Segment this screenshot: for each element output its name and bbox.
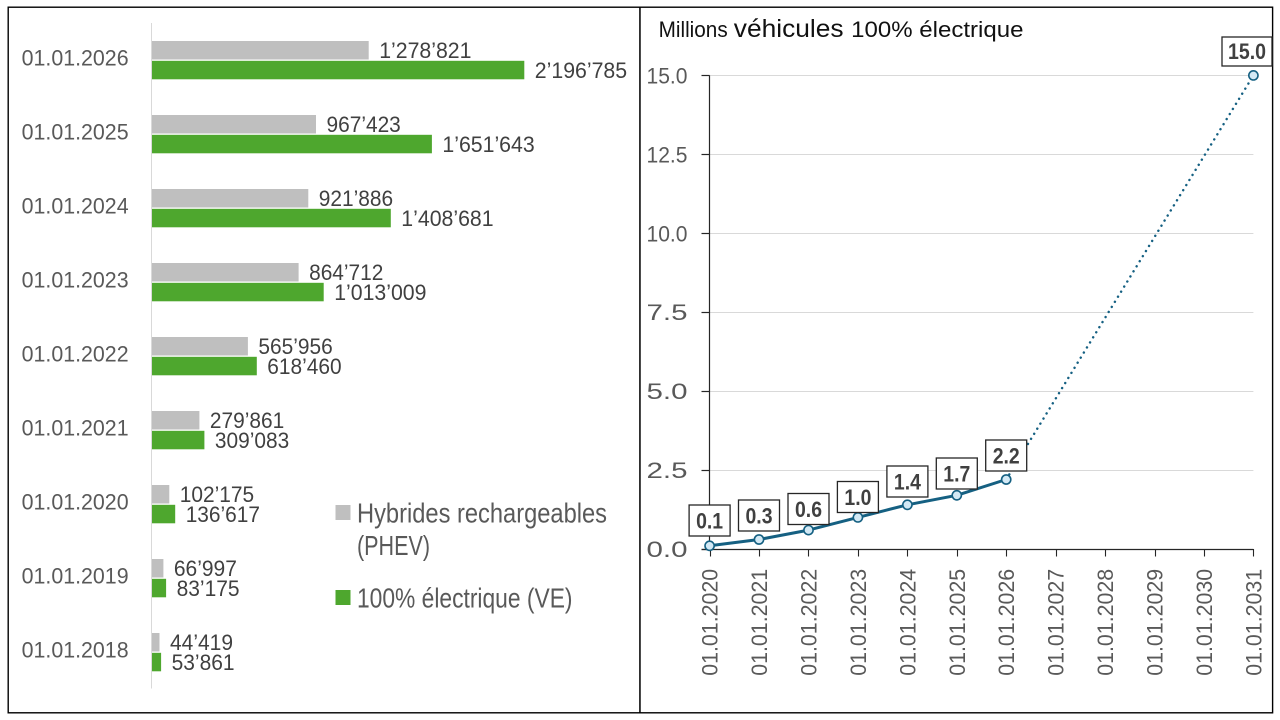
svg-text:1’408’681: 1’408’681	[401, 206, 493, 231]
svg-text:Millions: Millions	[659, 17, 728, 42]
svg-text:01.01.2027: 01.01.2027	[1044, 569, 1069, 676]
svg-text:7.5: 7.5	[647, 300, 688, 325]
svg-text:2’196’785: 2’196’785	[535, 58, 627, 83]
svg-text:618’460: 618’460	[267, 354, 341, 379]
svg-text:66’997: 66’997	[174, 556, 237, 581]
svg-text:967’423: 967’423	[327, 112, 401, 137]
svg-text:102’175: 102’175	[180, 482, 254, 507]
svg-text:309’083: 309’083	[215, 428, 289, 453]
svg-text:01.01.2020: 01.01.2020	[698, 569, 723, 676]
svg-text:01.01.2025: 01.01.2025	[22, 120, 129, 145]
svg-text:01.01.2025: 01.01.2025	[945, 569, 970, 676]
svg-text:01.01.2026: 01.01.2026	[994, 569, 1019, 676]
svg-text:0.1: 0.1	[696, 509, 723, 534]
svg-text:(PHEV): (PHEV)	[357, 530, 430, 561]
svg-text:1’651’643: 1’651’643	[442, 132, 534, 157]
svg-text:01.01.2028: 01.01.2028	[1093, 569, 1118, 676]
svg-text:1.0: 1.0	[844, 485, 871, 510]
svg-text:01.01.2022: 01.01.2022	[22, 342, 129, 367]
svg-text:01.01.2023: 01.01.2023	[846, 569, 871, 676]
svg-text:136’617: 136’617	[186, 502, 260, 527]
svg-text:01.01.2018: 01.01.2018	[22, 638, 129, 663]
svg-text:15.0: 15.0	[647, 63, 688, 88]
svg-text:15.0: 15.0	[1228, 39, 1266, 64]
svg-text:01.01.2024: 01.01.2024	[22, 194, 129, 219]
svg-text:01.01.2021: 01.01.2021	[22, 416, 129, 441]
svg-text:0.0: 0.0	[647, 537, 688, 562]
svg-text:0.3: 0.3	[746, 504, 773, 529]
svg-text:véhicules: véhicules	[734, 15, 844, 43]
svg-text:279’861: 279’861	[210, 408, 284, 433]
svg-text:01.01.2019: 01.01.2019	[22, 564, 129, 589]
svg-text:864’712: 864’712	[309, 260, 383, 285]
svg-text:921’886: 921’886	[319, 186, 393, 211]
svg-text:2.5: 2.5	[647, 458, 688, 483]
svg-text:44’419: 44’419	[170, 630, 233, 655]
svg-text:01.01.2031: 01.01.2031	[1241, 569, 1266, 676]
svg-text:2.2: 2.2	[993, 444, 1020, 469]
svg-text:1’013’009: 1’013’009	[334, 280, 426, 305]
svg-text:1’278’821: 1’278’821	[379, 38, 471, 63]
svg-text:100% électrique: 100% électrique	[851, 17, 1023, 42]
svg-text:12.5: 12.5	[647, 142, 688, 167]
svg-text:1.7: 1.7	[943, 462, 970, 487]
svg-text:1.4: 1.4	[894, 470, 922, 495]
svg-text:01.01.2023: 01.01.2023	[22, 268, 129, 293]
svg-text:10.0: 10.0	[647, 221, 688, 246]
svg-text:01.01.2024: 01.01.2024	[895, 569, 920, 676]
svg-text:5.0: 5.0	[647, 379, 688, 404]
svg-text:01.01.2021: 01.01.2021	[747, 569, 772, 676]
svg-text:Hybrides rechargeables: Hybrides rechargeables	[357, 498, 607, 529]
svg-text:53’861: 53’861	[172, 650, 235, 675]
svg-text:01.01.2029: 01.01.2029	[1143, 569, 1168, 676]
svg-text:01.01.2030: 01.01.2030	[1192, 569, 1217, 676]
svg-text:0.6: 0.6	[795, 497, 822, 522]
svg-text:100% électrique (VE): 100% électrique (VE)	[357, 583, 573, 614]
svg-text:83’175: 83’175	[177, 576, 240, 601]
svg-text:01.01.2020: 01.01.2020	[22, 490, 129, 515]
svg-text:01.01.2026: 01.01.2026	[22, 46, 129, 71]
svg-text:01.01.2022: 01.01.2022	[797, 569, 822, 676]
svg-text:565’956: 565’956	[258, 334, 332, 359]
